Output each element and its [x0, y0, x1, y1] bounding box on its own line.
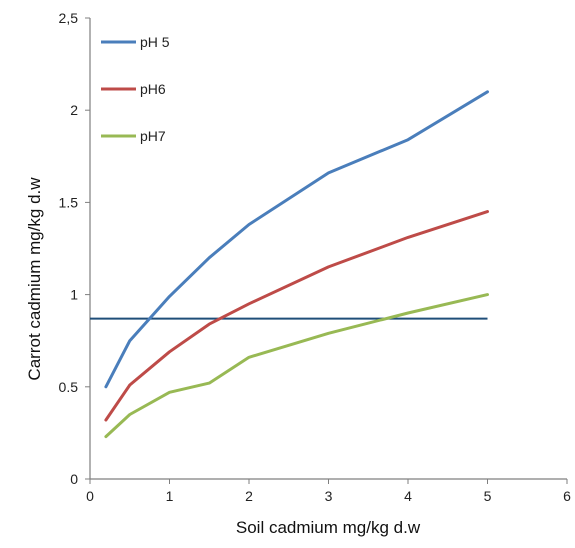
series-layer: [104, 90, 489, 439]
y-tick-label: 1.5: [59, 194, 79, 210]
legend-label-1: pH 5: [140, 34, 170, 50]
axes: [85, 17, 568, 484]
series-line-2: [104, 210, 489, 422]
x-tick-label: 0: [86, 488, 94, 504]
y-axis-title: Carrot cadmium mg/kg d.w: [25, 177, 44, 381]
y-tick-label: 2: [70, 102, 78, 118]
y-tick-label: 0.5: [59, 379, 79, 395]
x-tick-label: 6: [563, 488, 571, 504]
x-tick-label: 3: [325, 488, 333, 504]
y-tick-label: 1: [70, 287, 78, 303]
tick-labels: 0 0.5 1 1.5 2 2,5 0 1 2 3 4 5 6: [59, 10, 572, 504]
series-line-1: [104, 90, 489, 389]
series-line-3: [104, 293, 489, 439]
y-tick-label: 0: [70, 471, 78, 487]
legend: pH 5 pH6 pH7: [101, 34, 170, 144]
x-tick-label: 5: [484, 488, 492, 504]
x-tick-label: 2: [245, 488, 253, 504]
legend-label-3: pH7: [140, 128, 166, 144]
x-axis-title: Soil cadmium mg/kg d.w: [236, 518, 421, 537]
x-tick-label: 4: [404, 488, 412, 504]
legend-label-2: pH6: [140, 81, 166, 97]
y-tick-label: 2,5: [59, 10, 79, 26]
x-tick-label: 1: [166, 488, 174, 504]
